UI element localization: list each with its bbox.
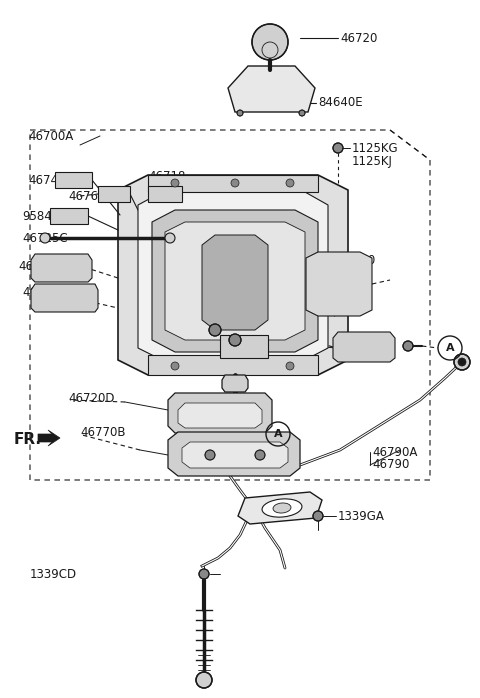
Circle shape [209,324,221,336]
Polygon shape [38,430,60,446]
Polygon shape [222,375,248,392]
Polygon shape [55,172,92,188]
Text: 46700A: 46700A [28,130,73,142]
Text: 46730: 46730 [338,253,375,267]
Text: 1125KG: 1125KG [352,142,398,154]
Circle shape [252,24,288,60]
Text: 1339CD: 1339CD [30,567,77,581]
Polygon shape [238,492,322,524]
Text: 46720D: 46720D [68,392,115,405]
Polygon shape [118,175,348,375]
Circle shape [286,179,294,187]
Text: 46720: 46720 [340,31,377,45]
Text: 1125KJ: 1125KJ [352,154,393,168]
Polygon shape [148,186,182,202]
Text: 95840: 95840 [22,209,59,223]
Circle shape [165,233,175,243]
Text: 46790A: 46790A [372,445,418,459]
Polygon shape [165,222,305,340]
Text: 1339GA: 1339GA [338,510,385,523]
Text: 46790: 46790 [372,457,409,470]
Text: 46798A: 46798A [18,260,63,272]
Text: FR.: FR. [14,433,42,447]
Polygon shape [306,252,372,316]
Circle shape [313,511,323,521]
Circle shape [333,143,343,153]
Polygon shape [333,332,395,362]
Text: 46718: 46718 [148,170,185,182]
Polygon shape [182,442,288,468]
Text: 84640E: 84640E [318,96,362,110]
Circle shape [286,362,294,370]
Circle shape [196,672,212,688]
Polygon shape [262,70,278,77]
Text: 46780C: 46780C [336,341,382,355]
Circle shape [458,358,466,366]
Circle shape [237,110,243,116]
Circle shape [454,354,470,370]
Polygon shape [168,393,272,433]
Text: 1339CD: 1339CD [197,325,244,339]
Text: 46725C: 46725C [22,232,68,244]
Circle shape [255,450,265,460]
Text: 46710F: 46710F [22,286,66,299]
Polygon shape [148,355,318,375]
Polygon shape [178,403,262,428]
Text: A: A [446,343,454,353]
Text: 46760A: 46760A [68,189,113,202]
Circle shape [299,110,305,116]
Polygon shape [152,210,318,352]
Polygon shape [31,254,92,282]
Ellipse shape [273,503,291,513]
Circle shape [231,179,239,187]
Circle shape [229,334,241,346]
Text: 46740D: 46740D [28,174,74,186]
Polygon shape [168,432,300,476]
Polygon shape [202,235,268,330]
Text: 46760C: 46760C [175,189,221,202]
Circle shape [403,341,413,351]
Polygon shape [148,175,318,192]
Circle shape [171,362,179,370]
Polygon shape [220,335,268,358]
Polygon shape [50,208,88,224]
Polygon shape [31,284,98,312]
Circle shape [205,450,215,460]
Text: 1351GA: 1351GA [197,313,244,327]
Polygon shape [98,186,130,202]
Polygon shape [228,66,315,112]
Circle shape [171,179,179,187]
Polygon shape [138,192,328,360]
Ellipse shape [262,499,302,517]
Circle shape [40,233,50,243]
Text: A: A [274,429,282,439]
Circle shape [199,569,209,579]
Text: 46770B: 46770B [80,426,125,438]
